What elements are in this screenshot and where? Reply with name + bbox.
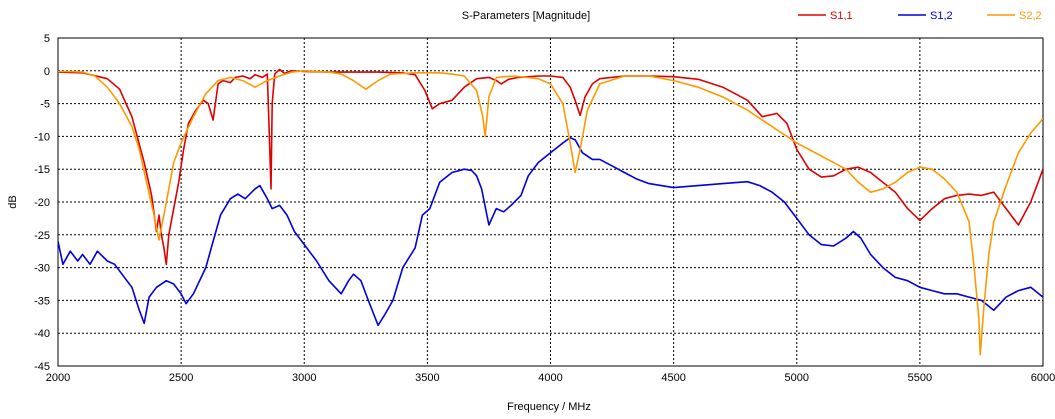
grid — [58, 38, 1043, 366]
x-tick-label: 3000 — [292, 372, 316, 384]
legend-label-2: S1,2 — [930, 10, 953, 22]
y-tick-label: -15 — [34, 164, 50, 176]
y-tick-label: 0 — [44, 66, 50, 78]
y-tick-label: -10 — [34, 131, 50, 143]
y-tick-label: -25 — [34, 230, 50, 242]
y-axis-title: dB — [7, 195, 19, 208]
x-tick-label: 2500 — [169, 372, 193, 384]
series-line-1 — [58, 68, 1043, 266]
y-tick-label: -5 — [40, 99, 50, 111]
series-line-3 — [58, 70, 1043, 356]
x-tick-label: 2000 — [46, 372, 70, 384]
x-tick-label: 4500 — [661, 372, 685, 384]
x-tick-label: 6000 — [1031, 372, 1055, 384]
series-line-2 — [58, 136, 1043, 327]
y-tick-label: -45 — [34, 361, 50, 373]
chart-title: S-Parameters [Magnitude] — [462, 10, 590, 22]
x-tick-label: 5000 — [785, 372, 809, 384]
x-tick-label: 3500 — [415, 372, 439, 384]
y-tick-label: 5 — [44, 33, 50, 45]
x-tick-label: 4000 — [538, 372, 562, 384]
x-tick-label: 5500 — [908, 372, 932, 384]
y-tick-label: -20 — [34, 197, 50, 209]
x-axis-title: Frequency / MHz — [507, 401, 591, 413]
plot-frame — [57, 37, 1044, 367]
series-layer — [58, 68, 1043, 356]
legend-label-1: S1,1 — [830, 10, 853, 22]
legend-label-3: S2,2 — [1019, 10, 1042, 22]
legend: S1,1 S1,2 S2,2 — [798, 10, 1042, 22]
tick-layer: 2000 2500 3000 3500 4000 4500 5000 5500 6000 5 0 -5… — [34, 33, 1055, 384]
y-tick-label: -35 — [34, 295, 50, 307]
y-tick-label: -40 — [34, 328, 50, 340]
y-tick-label: -30 — [34, 263, 50, 275]
